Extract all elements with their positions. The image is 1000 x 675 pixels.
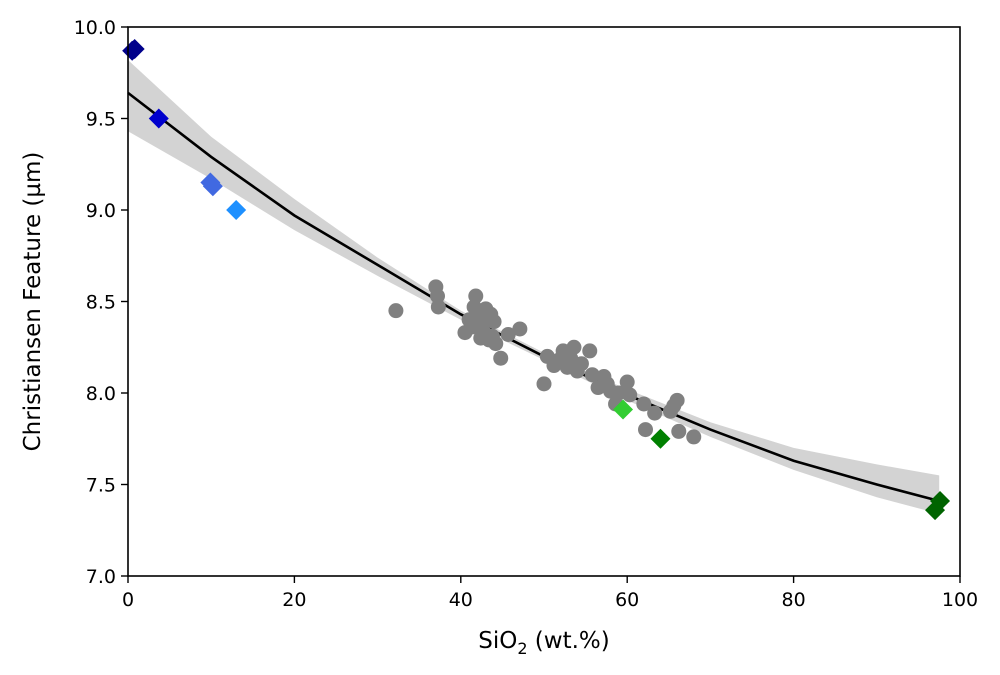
y-tick-label: 9.0 (86, 200, 116, 222)
data-point-diamond (124, 38, 145, 59)
y-tick-label: 7.0 (86, 566, 116, 588)
y-tick-label: 9.5 (86, 109, 116, 131)
confidence-band-layer (128, 59, 940, 514)
x-tick-label: 40 (449, 589, 473, 611)
data-point-circle (622, 387, 638, 403)
x-tick-label: 80 (782, 589, 806, 611)
y-tick-label: 8.0 (86, 383, 116, 405)
x-tick-label: 20 (282, 589, 306, 611)
data-points-layer (122, 38, 951, 521)
y-tick-label: 8.5 (86, 292, 116, 314)
data-point-circle (468, 288, 484, 304)
data-point-circle (566, 339, 582, 355)
y-tick-label: 7.5 (86, 475, 116, 497)
data-point-circle (636, 396, 652, 412)
data-point-circle (669, 392, 685, 408)
x-axis-label-tail: (wt.%) (528, 628, 610, 654)
data-point-diamond (202, 176, 223, 197)
fit-line-layer (127, 91, 940, 503)
data-point-circle (486, 314, 502, 330)
x-axis-ticks: 0 20 40 60 80 100 (122, 576, 978, 611)
plot-area-frame (127, 26, 961, 577)
data-point-circle (430, 299, 446, 315)
data-point-circle (647, 405, 663, 421)
data-point-circle (638, 422, 654, 438)
data-point-circle (388, 303, 404, 319)
x-axis-label: SiO2 (wt.%) (478, 628, 610, 658)
confidence-band (128, 59, 940, 514)
y-tick-label: 10.0 (74, 17, 116, 39)
data-point-circle (573, 356, 589, 372)
x-axis-label-subscript: 2 (517, 639, 527, 658)
data-point-circle (500, 326, 516, 342)
data-point-diamond (930, 490, 951, 511)
data-point-circle (686, 429, 702, 445)
y-axis-label: Christiansen Feature (µm) (20, 152, 46, 452)
data-point-circle (671, 423, 687, 439)
data-point-circle (536, 376, 552, 392)
data-point-circle (582, 343, 598, 359)
data-point-circle (430, 288, 446, 304)
data-point-diamond (148, 108, 169, 129)
x-axis-label-main: SiO (478, 628, 517, 654)
data-point-diamond (226, 200, 247, 220)
data-point-circle (493, 350, 509, 366)
x-tick-label: 100 (942, 589, 978, 611)
fit-line (127, 91, 940, 503)
y-axis-ticks: 7.0 7.5 8.0 8.5 9.0 9.5 10.0 (74, 17, 128, 588)
data-point-circle (512, 321, 528, 337)
x-tick-label: 60 (615, 589, 639, 611)
data-point-circle (619, 374, 635, 390)
data-point-circle (488, 336, 504, 352)
data-point-diamond (613, 399, 634, 420)
data-point-circle (584, 367, 600, 383)
x-tick-label: 0 (122, 589, 134, 611)
data-point-diamond (650, 428, 671, 449)
